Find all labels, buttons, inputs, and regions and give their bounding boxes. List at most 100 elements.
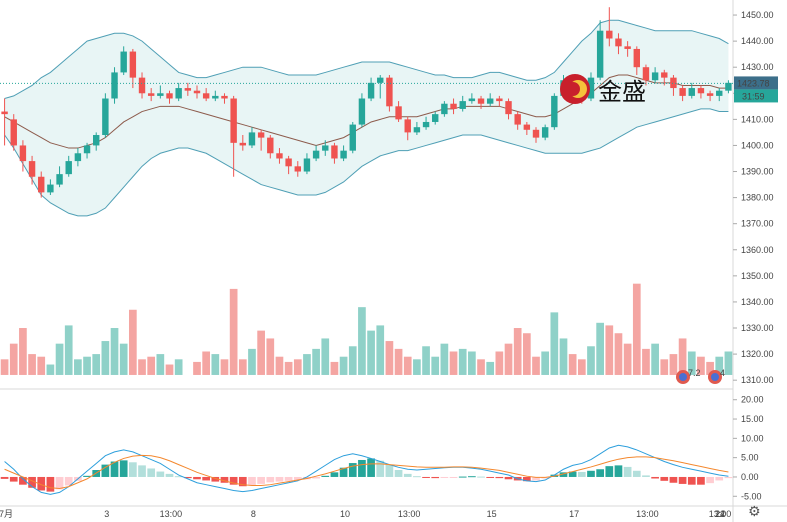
candle-body <box>679 88 686 96</box>
candle-body <box>367 82 375 99</box>
volume-bar <box>394 348 403 375</box>
volume-bar <box>238 359 247 375</box>
macd-histogram-bar <box>422 476 430 478</box>
macd-histogram-bar <box>101 464 110 477</box>
macd-histogram-bar <box>358 459 366 477</box>
macd-histogram-bar <box>83 475 91 477</box>
volume-bar <box>541 351 550 375</box>
macd-histogram-bar <box>522 476 531 482</box>
candle-body <box>28 161 36 177</box>
time-tick-label: 10 <box>340 509 350 519</box>
candle-body <box>175 88 182 99</box>
candle-body <box>377 77 384 83</box>
last-price-box <box>734 76 778 90</box>
volume-bar <box>687 351 696 375</box>
candle-body <box>331 145 338 159</box>
time-tick-label: 3 <box>104 509 109 519</box>
volume-bar <box>202 351 211 375</box>
macd-histogram-bar <box>183 476 192 479</box>
macd-histogram-bar <box>367 458 375 477</box>
macd-histogram-bar <box>669 476 678 483</box>
macd-histogram-bar <box>651 476 659 479</box>
macd-histogram-bar <box>614 465 623 477</box>
volume-bar <box>632 283 641 375</box>
candle-body <box>477 98 485 104</box>
macd-tick-label: -5.00 <box>741 491 762 501</box>
volume-bar <box>568 354 577 375</box>
volume-bar <box>165 364 174 375</box>
macd-histogram-bar <box>0 476 9 479</box>
candle-body <box>221 95 228 99</box>
volume-bar <box>431 356 440 375</box>
macd-histogram-bar <box>623 466 632 477</box>
candle-body <box>541 127 549 138</box>
volume-bar <box>293 359 302 375</box>
volume-bar <box>587 346 595 375</box>
volume-bar <box>55 343 64 375</box>
candle-body <box>157 93 164 96</box>
volume-bar <box>550 312 559 375</box>
candle-body <box>47 184 54 193</box>
volume-bar <box>28 354 36 375</box>
macd-histogram-bar <box>660 476 669 481</box>
bollinger-upper-line <box>4 19 729 99</box>
macd-histogram-bar <box>642 475 650 477</box>
macd-histogram-bar <box>559 472 568 477</box>
candle-body <box>486 98 494 104</box>
candle-body <box>523 124 531 130</box>
candle-body <box>615 38 622 47</box>
volume-bar <box>83 356 91 375</box>
macd-tick-label: 15.00 <box>741 414 764 424</box>
volume-bar <box>504 343 513 375</box>
volume-bar <box>449 351 458 375</box>
candle-body <box>303 158 311 172</box>
volume-bar <box>74 359 82 375</box>
volume-bar <box>715 356 724 375</box>
macd-histogram-bar <box>339 467 348 477</box>
volume-bar <box>193 361 201 375</box>
volume-bar <box>596 322 604 375</box>
candle-body <box>432 114 439 122</box>
macd-histogram-bar <box>165 473 174 477</box>
volume-bar <box>156 354 165 375</box>
candle-body <box>239 142 247 146</box>
macd-histogram-bar <box>312 476 320 479</box>
bollinger-band-fill <box>4 20 729 216</box>
candle-body <box>395 106 402 120</box>
volume-bar <box>64 325 73 375</box>
macd-histogram-bar <box>257 476 265 484</box>
time-tick-label: 24 <box>715 509 725 519</box>
candle-body <box>633 48 641 68</box>
candle-body <box>422 121 430 128</box>
candle-body <box>697 88 705 94</box>
volume-bar <box>724 351 733 375</box>
candle-body <box>587 77 595 99</box>
price-tick-label: 1450.00 <box>741 10 774 20</box>
candle-body <box>441 103 448 115</box>
macd-histogram-bar <box>504 476 513 480</box>
candle-body <box>606 30 613 39</box>
candle-body <box>166 93 173 99</box>
macd-histogram-bar <box>28 476 36 488</box>
candle-body <box>129 51 137 78</box>
candle-body <box>642 67 650 81</box>
gear-icon[interactable]: ⚙ <box>748 504 761 520</box>
macd-histogram-bar <box>632 470 641 477</box>
macd-histogram-bar <box>129 462 137 477</box>
price-tick-label: 1370.00 <box>741 219 774 229</box>
volume-bar <box>413 359 421 375</box>
macd-histogram-bar <box>348 463 357 477</box>
macd-histogram-bar <box>724 476 733 479</box>
volume-bar <box>522 333 531 375</box>
candle-body <box>248 132 256 146</box>
candle-body <box>413 127 421 133</box>
macd-line <box>4 444 729 495</box>
volume-bar <box>577 359 586 375</box>
candle-body <box>257 132 265 138</box>
volume-bar <box>0 359 9 375</box>
event-badge-label: 4 <box>720 368 725 378</box>
volume-bar <box>19 328 27 375</box>
volume-bar <box>101 341 110 375</box>
macd-histogram-bar <box>238 476 247 487</box>
